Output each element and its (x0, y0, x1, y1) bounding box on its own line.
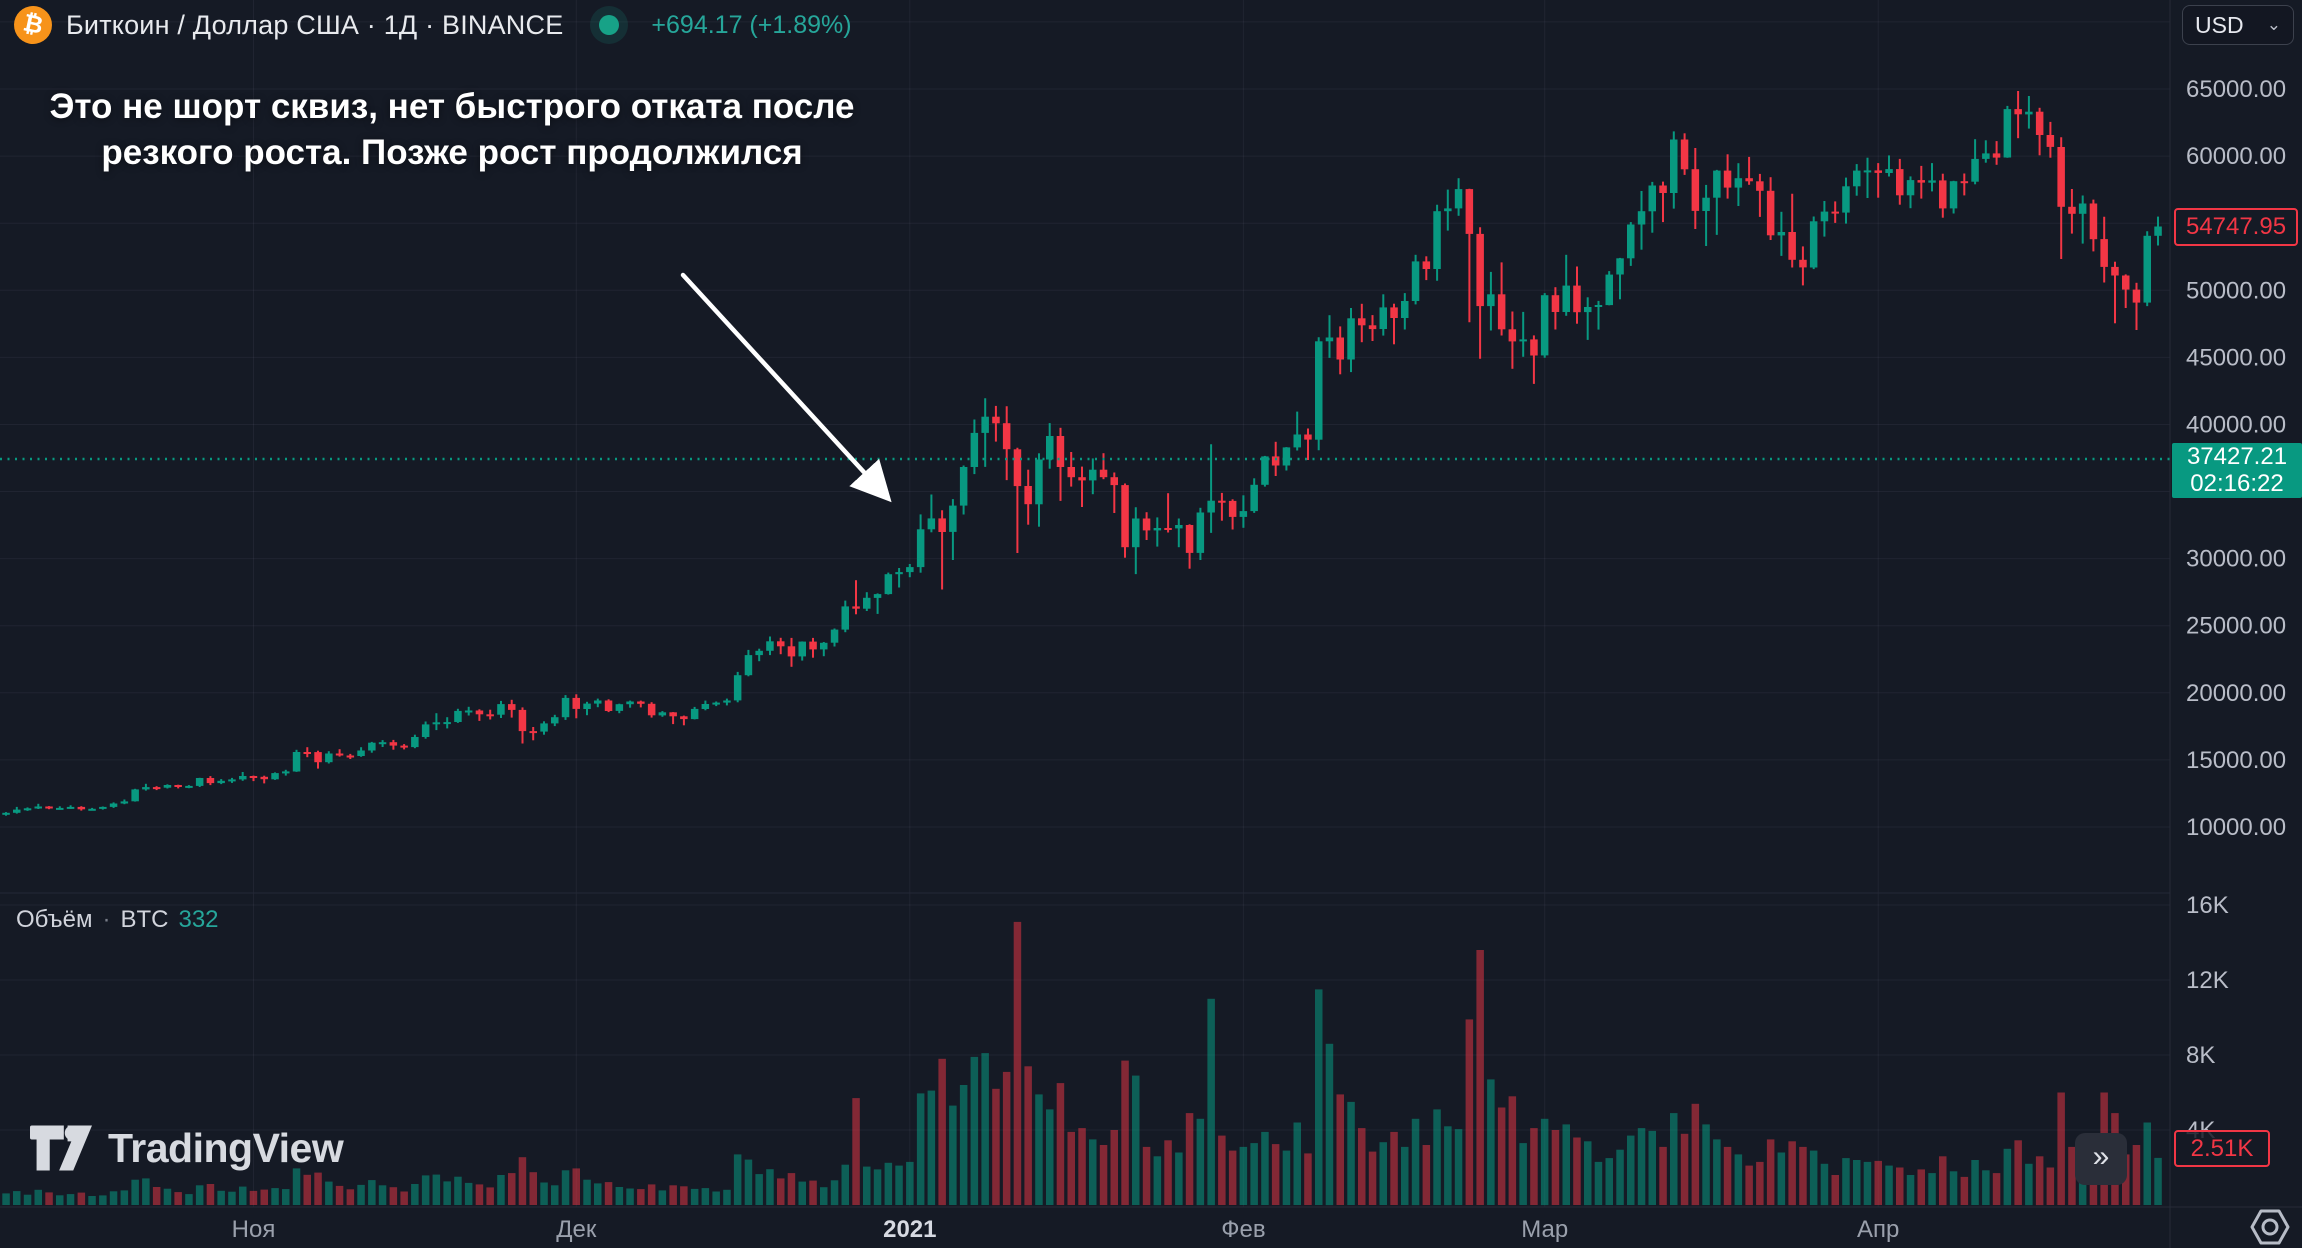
tradingview-mark-icon (30, 1125, 92, 1171)
tradingview-logo[interactable]: TradingView (30, 1124, 344, 1172)
price-change: +694.17 (+1.89%) (651, 10, 852, 39)
price-tick-label: 45000.00 (2186, 344, 2286, 371)
time-tick-label: Апр (1857, 1216, 1899, 1243)
volume-tick-label: 8K (2186, 1042, 2215, 1069)
annotation-line-1: Это не шорт сквиз, нет быстрого отката п… (49, 87, 855, 126)
last-volume-badge: 2.51K (2174, 1130, 2270, 1167)
candlesticks (2, 91, 2162, 816)
double-chevron-right-icon: » (2092, 1140, 2110, 1173)
annotation-line-2: резкого роста. Позже рост продолжился (101, 133, 803, 172)
price-scale[interactable]: 65000.00 60000.00 50000.00 45000.00 40000.00… (2186, 76, 2286, 841)
currency-value: USD (2195, 11, 2244, 38)
time-tick-label: Мар (1521, 1216, 1568, 1243)
price-tick-label: 40000.00 (2186, 412, 2286, 439)
current-price-value: 37427.21 (2186, 443, 2288, 471)
volume-unit: BTC (120, 906, 169, 933)
separator-dot: · (102, 906, 111, 933)
time-tick-label: Фев (1221, 1216, 1265, 1243)
current-price-badge: 37427.21 02:16:22 (2172, 442, 2302, 498)
time-tick-label: Дек (556, 1216, 597, 1243)
volume-value: 332 (178, 906, 219, 933)
volume-scale: 16K12K8K4K (2186, 892, 2229, 1144)
time-tick-label: Ноя (232, 1216, 276, 1243)
price-tick-label: 15000.00 (2186, 747, 2286, 774)
bitcoin-icon: ₿ (10, 2, 56, 48)
chevron-down-icon: ⌄ (2266, 15, 2281, 34)
price-tick-label: 65000.00 (2186, 76, 2286, 103)
market-status-dot-icon (599, 15, 620, 35)
bar-countdown: 02:16:22 (2190, 470, 2284, 498)
annotation-arrow (680, 272, 892, 503)
price-tick-label: 20000.00 (2186, 680, 2286, 707)
volume-legend[interactable]: Объём · BTC 332 (16, 906, 219, 934)
time-scale[interactable]: Ноя Дек 2021 Фев Мар Апр (232, 1216, 1900, 1243)
volume-tick-label: 16K (2186, 892, 2229, 919)
go-to-realtime-button[interactable]: » (2075, 1133, 2127, 1185)
volume-bars (2, 921, 2162, 1206)
volume-label: Объём (16, 906, 93, 933)
price-tick-label: 30000.00 (2186, 546, 2286, 573)
time-tick-label: 2021 (883, 1216, 936, 1243)
symbol-legend[interactable]: ₿ Биткоин / Доллар США · 1Д · BINANCE +6… (10, 2, 852, 48)
price-tick-label: 50000.00 (2186, 277, 2286, 304)
grid-lines (0, 0, 2170, 1207)
annotation-text: Это не шорт сквиз, нет быстрого отката п… (38, 84, 866, 176)
currency-dropdown[interactable]: USD ⌄ (2182, 5, 2294, 45)
settings-nut-icon[interactable] (2248, 1208, 2292, 1246)
price-tick-label: 60000.00 (2186, 143, 2286, 170)
last-volume-value: 2.51K (2190, 1134, 2254, 1162)
volume-tick-label: 12K (2186, 967, 2229, 994)
last-price-value: 54747.95 (2185, 212, 2287, 240)
symbol-title[interactable]: Биткоин / Доллар США · 1Д · BINANCE (66, 9, 564, 40)
tradingview-brand-text: TradingView (108, 1124, 344, 1171)
last-price-badge: 54747.95 (2174, 207, 2298, 246)
price-tick-label: 25000.00 (2186, 613, 2286, 640)
price-tick-label: 10000.00 (2186, 814, 2286, 841)
